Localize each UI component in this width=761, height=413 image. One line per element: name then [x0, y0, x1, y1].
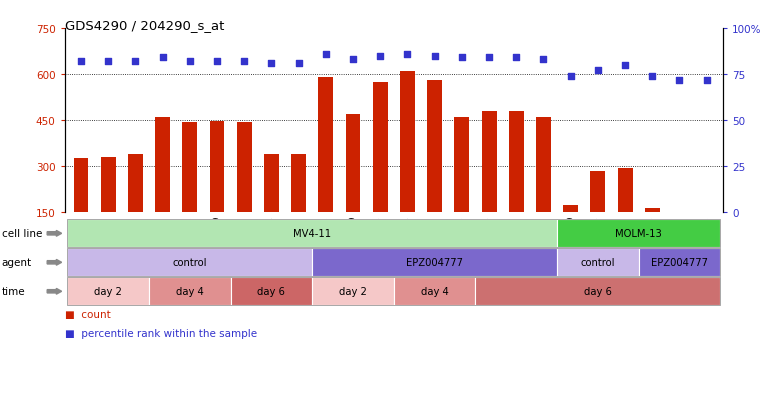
Point — [592, 68, 604, 74]
Point — [565, 74, 577, 80]
Bar — [672, 213, 687, 243]
Text: control: control — [173, 258, 207, 268]
Point — [211, 59, 223, 65]
Point — [510, 55, 522, 62]
Bar — [209, 122, 224, 213]
Text: day 4: day 4 — [421, 287, 448, 297]
Bar — [345, 115, 361, 213]
Bar — [264, 155, 279, 213]
Point — [701, 77, 713, 84]
Point — [157, 55, 169, 62]
Point — [456, 55, 468, 62]
Bar — [183, 122, 197, 213]
Text: day 2: day 2 — [94, 287, 123, 297]
Bar — [400, 72, 415, 213]
Text: MV4-11: MV4-11 — [293, 229, 331, 239]
Bar — [563, 205, 578, 213]
Point — [401, 51, 413, 58]
Bar — [427, 81, 442, 213]
Bar — [509, 112, 524, 213]
Bar — [645, 208, 660, 213]
Text: ■  percentile rank within the sample: ■ percentile rank within the sample — [65, 328, 256, 338]
Text: control: control — [581, 258, 615, 268]
Text: GDS4290 / 204290_s_at: GDS4290 / 204290_s_at — [65, 19, 224, 31]
Point — [537, 57, 549, 64]
Text: day 6: day 6 — [584, 287, 612, 297]
Text: day 4: day 4 — [176, 287, 204, 297]
Text: time: time — [2, 287, 25, 297]
Bar — [482, 112, 496, 213]
Point — [292, 61, 304, 67]
Bar — [617, 168, 632, 213]
Bar — [591, 171, 605, 213]
Text: MOLM-13: MOLM-13 — [615, 229, 662, 239]
Point — [129, 59, 142, 65]
Bar — [318, 78, 333, 213]
Text: EPZ004777: EPZ004777 — [406, 258, 463, 268]
Bar — [155, 118, 170, 213]
Text: agent: agent — [2, 258, 32, 268]
Text: EPZ004777: EPZ004777 — [651, 258, 708, 268]
Bar — [699, 213, 714, 243]
Point — [238, 59, 250, 65]
Bar — [100, 157, 116, 213]
Point — [646, 74, 658, 80]
Text: day 6: day 6 — [257, 287, 285, 297]
Point — [374, 53, 387, 60]
Bar — [237, 122, 252, 213]
Bar — [291, 155, 306, 213]
Text: ■  count: ■ count — [65, 310, 110, 320]
Bar — [373, 83, 387, 213]
Bar — [454, 118, 470, 213]
Bar — [74, 158, 88, 213]
Point — [428, 53, 441, 60]
Point — [320, 51, 332, 58]
Point — [619, 62, 631, 69]
Point — [673, 77, 686, 84]
Text: cell line: cell line — [2, 229, 42, 239]
Bar — [536, 118, 551, 213]
Point — [75, 59, 87, 65]
Point — [347, 57, 359, 64]
Point — [483, 55, 495, 62]
Text: day 2: day 2 — [339, 287, 367, 297]
Bar — [128, 155, 143, 213]
Point — [102, 59, 114, 65]
Point — [266, 61, 278, 67]
Point — [183, 59, 196, 65]
